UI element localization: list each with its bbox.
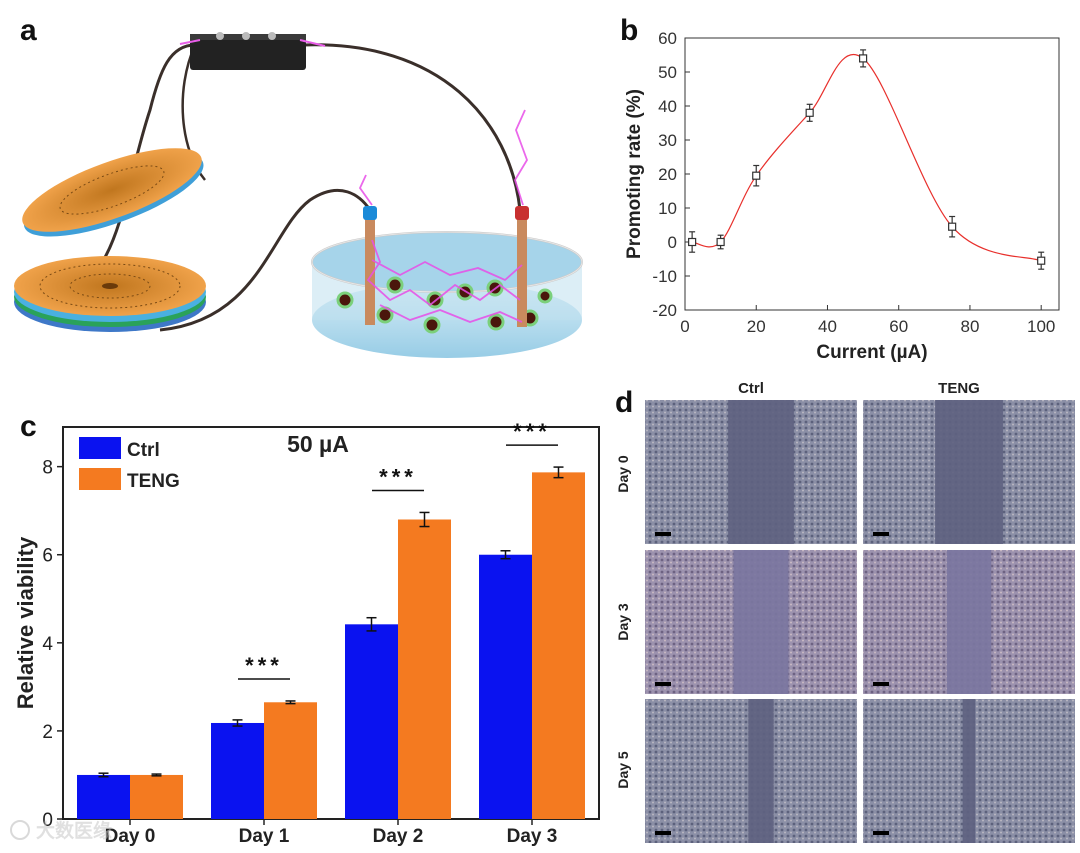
y-tick-label-c: 2 [42,722,53,743]
scale-bar-icon [873,682,889,686]
watermark-text: 大数医缘 [36,819,112,842]
bar-ctrl [77,774,130,819]
column-label-teng: TENG [938,380,980,397]
x-tick-label-b: 40 [818,317,837,336]
panel-b-chart: 0 20 40 60 80 100 -20 -10 0 10 20 30 40 50 60 Current… [624,29,1060,363]
row-label-day3: Day 3 [615,603,631,641]
data-point-b [805,108,814,117]
legend-c: Ctrl TENG [79,437,180,492]
bar-teng [264,702,317,819]
x-tick-label-b: 0 [680,317,689,336]
legend-label-teng: TENG [127,471,180,492]
bar-teng [130,774,183,819]
bar-ctrl [345,624,398,819]
bar-teng [532,472,585,819]
data-point-b [752,171,761,180]
category-label-c: Day 3 [507,826,558,847]
x-tick-label-b: 60 [889,317,908,336]
chart-title-c: 50 µA [287,431,349,457]
y-tick-label-b: 20 [658,165,677,184]
y-tick-label-c: 6 [42,546,53,567]
row-label-day0: Day 0 [615,455,631,493]
rectifier-box-icon [179,32,326,70]
x-axis-title-b: Current (µA) [816,342,927,363]
scratch-gap [728,400,794,544]
panel-letter-b: b [620,14,638,47]
bar-ctrl [211,722,264,819]
y-tick-label-b: 0 [668,233,677,252]
teng-bottom-disc-icon [14,256,206,332]
category-label-c: Day 2 [373,826,424,847]
scratch-gap [946,550,992,694]
y-tick-label-b: 40 [658,97,677,116]
y-tick-label-c: 4 [42,634,53,655]
legend-swatch-ctrl [79,437,121,459]
y-tick-label-c: 0 [42,810,53,831]
scale-bar-icon [873,532,889,536]
wire-electrode-blue [159,188,372,332]
scale-bar-icon [655,532,671,536]
significance-stars: *** [379,464,417,489]
y-tick-label-c: 8 [42,458,53,479]
panel-a-illustration [14,32,583,358]
significance-stars: *** [245,653,283,678]
y-tick-label-b: 50 [658,63,677,82]
scratch-gap [748,699,774,843]
scale-bar-icon [655,682,671,686]
watermark: 大数医缘 [10,819,112,842]
plot-area-b [684,37,1060,311]
x-tick-label-b: 20 [747,317,766,336]
watermark-logo-icon [10,820,30,840]
category-label-c: Day 1 [239,826,290,847]
panel-letter-a: a [20,14,37,47]
scale-bar-icon [655,831,671,835]
scale-bar-icon [873,831,889,835]
column-label-ctrl: Ctrl [738,380,764,397]
legend-swatch-teng [79,468,121,490]
petri-dish-icon [311,109,583,358]
panel-c-chart: 0 2 4 6 8 *** *** *** Day 0 Day 1 Day 2 Day 3 50 … [13,419,600,847]
category-label-c: Day 0 [105,826,156,847]
y-tick-label-b: 30 [658,131,677,150]
wire-electrode-red [302,43,522,211]
bar-ctrl [479,554,532,819]
scratch-gap [962,699,976,843]
significance-stars: *** [513,419,551,444]
scratch-gap [935,400,1003,544]
row-label-day5: Day 5 [615,751,631,789]
scratch-gap [733,550,789,694]
data-point-b [716,237,725,247]
bar-teng [398,519,451,819]
y-axis-title-b: Promoting rate (%) [624,89,645,259]
x-tick-label-b: 80 [960,317,979,336]
panel-letter-d: d [615,386,633,419]
y-axis-title-c: Relative viability [13,536,38,709]
data-point-b [1037,256,1046,265]
y-tick-label-b: -20 [652,301,677,320]
y-tick-label-b: -10 [652,267,677,286]
legend-label-ctrl: Ctrl [127,440,160,461]
panel-letter-c: c [20,410,37,443]
data-point-b [688,237,697,247]
y-tick-label-b: 60 [658,29,677,48]
data-point-b [858,54,868,63]
x-tick-label-b: 100 [1027,317,1055,336]
data-point-b [948,222,957,231]
panel-d-micrographs: Ctrl TENG Day 0 Day 3 Day 5 [615,380,1075,843]
y-tick-label-b: 10 [658,199,677,218]
teng-top-disc-icon [22,148,204,237]
